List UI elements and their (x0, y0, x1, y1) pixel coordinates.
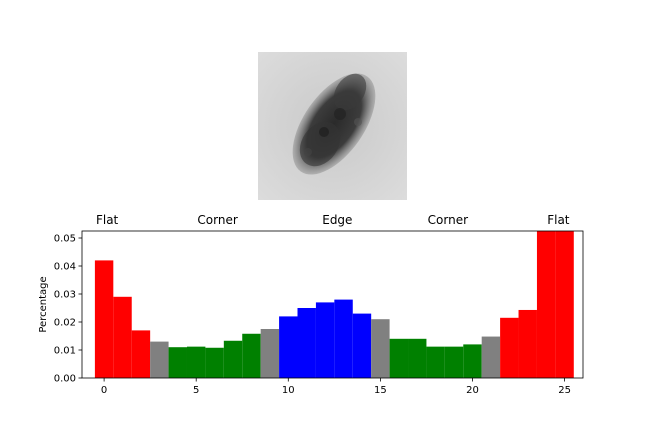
bar-19 (444, 346, 464, 378)
region-label: Flat (96, 213, 119, 227)
bar-14 (352, 313, 372, 378)
region-labels: Flat Corner Edge Corner Flat (96, 213, 570, 227)
bar-3 (150, 341, 169, 378)
y-tick-label: 0.00 (54, 374, 76, 385)
bar-25 (555, 231, 574, 378)
x-axis: 0 5 10 15 20 25 (101, 378, 571, 396)
bar-17 (408, 338, 427, 378)
lesion-image (258, 52, 407, 200)
region-label: Corner (197, 213, 237, 227)
bar-10 (279, 316, 298, 378)
bar-22 (500, 317, 519, 378)
bar-6 (205, 347, 224, 378)
region-label: Corner (428, 213, 468, 227)
bar-11 (297, 308, 316, 378)
y-axis: 0.00 0.01 0.02 0.03 0.04 0.05 (54, 234, 82, 385)
x-tick-label: 15 (374, 385, 387, 396)
bar-8 (242, 333, 261, 378)
y-axis-label: Percentage (38, 276, 49, 332)
x-tick-label: 10 (282, 385, 295, 396)
y-tick-label: 0.05 (54, 234, 76, 245)
bar-21 (481, 336, 501, 378)
bar-23 (518, 309, 537, 378)
region-label: Edge (322, 213, 352, 227)
y-tick-label: 0.01 (54, 346, 76, 357)
bar-7 (223, 340, 243, 378)
x-tick-label: 20 (466, 385, 479, 396)
plot-frame (81, 230, 584, 379)
bar-13 (334, 299, 353, 378)
bar-20 (463, 344, 482, 378)
bar-15 (371, 319, 390, 378)
y-tick-label: 0.04 (54, 262, 76, 273)
bars-group (94, 231, 574, 378)
bar-5 (186, 346, 206, 378)
x-tick-label: 5 (193, 385, 199, 396)
bar-0 (94, 260, 114, 378)
x-tick-label: 25 (558, 385, 571, 396)
bar-4 (168, 347, 187, 378)
bar-16 (389, 338, 409, 378)
bar-18 (426, 346, 445, 378)
y-tick-label: 0.02 (54, 318, 76, 329)
x-tick-label: 0 (101, 385, 107, 396)
bar-2 (131, 330, 151, 378)
bar-1 (113, 296, 132, 378)
bar-9 (260, 329, 280, 378)
bar-24 (536, 231, 556, 378)
y-tick-label: 0.03 (54, 290, 76, 301)
bar-12 (315, 302, 335, 378)
region-label: Flat (547, 213, 570, 227)
